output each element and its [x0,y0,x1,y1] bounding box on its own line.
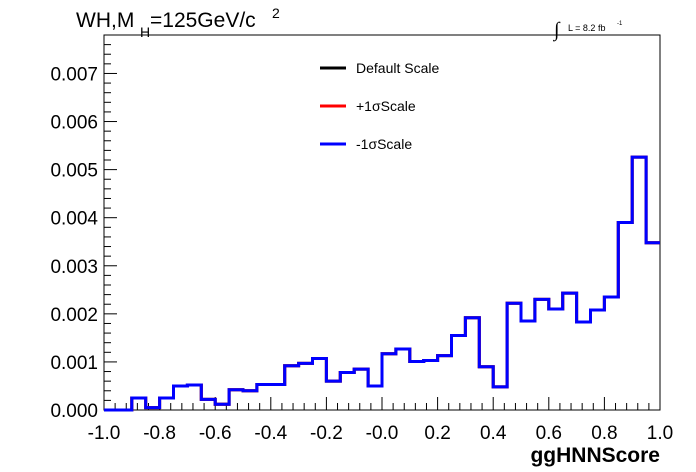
luminosity-label: ∫ L = 8.2 fb -1 [552,19,623,42]
x-tick-label: 0.6 [536,423,562,444]
y-tick-label: 0.004 [50,209,98,230]
x-tick-label: -0.8 [143,423,176,444]
axes: 0.000 0.001 0.002 0.003 0.004 0.005 0.006 0.007… [50,34,673,444]
x-tick-label: 1.0 [647,423,673,444]
legend-label: Default Scale [356,60,439,76]
y-tick-label: 0.001 [50,353,98,374]
x-tick-label: -0.2 [310,423,343,444]
series-layer [104,155,660,412]
y-tick-label: 0.006 [50,113,98,134]
x-tick-label: -0.0 [366,423,399,444]
legend: Default Scale +1σScale -1σScale [320,60,439,152]
title-subscript: H [140,24,150,40]
title-main: WH,M [76,9,134,32]
series-line-2 [104,155,660,412]
y-tick-label: 0.005 [50,161,98,182]
x-tick-label: -0.4 [254,423,287,444]
title-superscript: 2 [272,5,280,21]
y-tick-label: 0.002 [50,305,98,326]
x-tick-label: 0.4 [480,423,507,444]
x-tick-label: 0.2 [424,423,450,444]
legend-label: -1σScale [356,136,412,152]
integral-symbol: ∫ [552,19,561,42]
title-rest: =125GeV/c [150,9,256,32]
luminosity-superscript: -1 [617,21,623,27]
x-tick-label: 0.8 [591,423,617,444]
x-tick-label: -0.6 [199,423,232,444]
y-tick-label: 0.003 [50,257,98,278]
y-tick-label: 0.007 [50,64,98,85]
chart-title: WH,M H =125GeV/c 2 [76,5,280,40]
x-tick-label: -1.0 [88,423,121,444]
x-axis-label: ggHNNScore [530,444,660,467]
luminosity-text: L = 8.2 fb [568,23,605,33]
y-tick-label: 0.000 [50,401,98,422]
legend-label: +1σScale [356,98,416,114]
